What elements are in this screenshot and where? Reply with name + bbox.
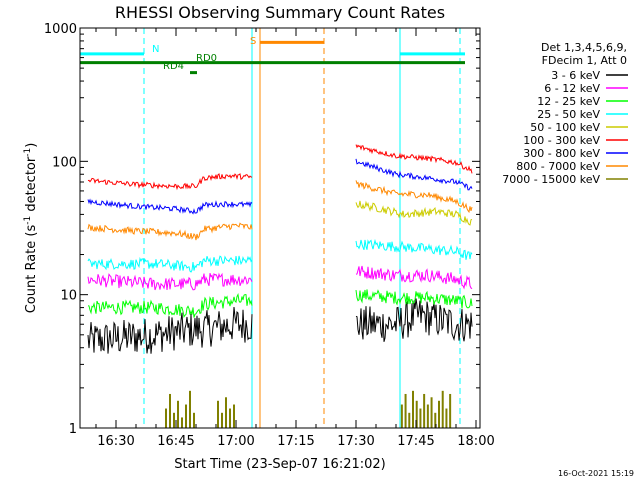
series-line-0-seg-1 [355, 298, 473, 342]
x-tick-label: 17:00 [217, 434, 254, 449]
series-line-0-seg-0 [87, 306, 253, 354]
x-tick-label: 17:45 [397, 434, 434, 449]
legend-label: 50 - 100 keV [530, 121, 600, 134]
y-label-mid: detector [24, 156, 39, 216]
n-marker-label: N [152, 44, 159, 55]
legend-label: 300 - 800 keV [523, 147, 600, 160]
legend-label: 12 - 25 keV [537, 95, 600, 108]
legend-label: 25 - 50 keV [537, 108, 600, 121]
y-label-sup2: -1 [23, 148, 33, 157]
series-line-3-seg-0 [87, 255, 253, 273]
legend-header-line1: Det 1,3,4,5,6,9, [541, 41, 627, 54]
y-label-main: Count Rate (s [24, 225, 39, 314]
x-tick-label: 17:30 [337, 434, 374, 449]
y-tick-label: 10 [60, 289, 77, 304]
chart-title: RHESSI Observing Summary Count Rates [115, 3, 445, 22]
legend-label: 100 - 300 keV [523, 134, 600, 147]
x-axis-label: Start Time (23-Sep-07 16:21:02) [174, 457, 385, 472]
series-line-3-seg-1 [355, 238, 473, 260]
series-layer [87, 144, 473, 428]
y-tick-label: 100 [52, 155, 77, 170]
axis-layer: 16:30 16:45 17:00 17:15 17:30 17:45 18:00 1 10 10… [44, 22, 495, 449]
series-line-5-seg-0 [87, 173, 253, 191]
y-label-end: ) [24, 143, 39, 148]
series-line-7-seg-0 [87, 222, 253, 241]
series-line-6-seg-0 [87, 198, 253, 215]
x-tick-label: 16:30 [97, 434, 134, 449]
series-line-1-seg-1 [355, 265, 473, 290]
y-tick-label: 1000 [44, 22, 77, 37]
legend: Det 1,3,4,5,6,9, FDecim 1, Att 0 3 - 6 k… [502, 41, 628, 186]
legend-label: 7000 - 15000 keV [502, 173, 600, 186]
y-label-sup1: -1 [23, 216, 33, 225]
s-marker-label: S [250, 36, 256, 47]
rd4-marker-label: RD4 [163, 61, 184, 72]
legend-label: 3 - 6 keV [551, 69, 600, 82]
series-line-1-seg-0 [87, 272, 253, 291]
rd0-marker-label: RD0 [196, 53, 217, 64]
series-line-7-seg-1 [355, 180, 473, 214]
markers-layer: N S RD4 RD0 [79, 28, 481, 428]
timestamp: 16-Oct-2021 15:19 [558, 469, 634, 478]
series-line-2-seg-1 [355, 289, 473, 309]
y-tick-label: 1 [69, 422, 77, 437]
legend-label: 800 - 7000 keV [516, 160, 600, 173]
x-tick-label: 18:00 [457, 434, 494, 449]
plot-frame [79, 27, 481, 429]
legend-label: 6 - 12 keV [544, 82, 600, 95]
series-line-2-seg-0 [87, 293, 253, 319]
series-line-6-seg-1 [355, 158, 473, 191]
x-tick-label: 17:15 [277, 434, 314, 449]
x-tick-label: 16:45 [157, 434, 194, 449]
series-line-4-seg-0 [355, 200, 473, 226]
legend-header-line2: FDecim 1, Att 0 [542, 54, 627, 67]
series-line-5-seg-1 [355, 144, 473, 174]
y-axis-label: Count Rate (s-1 detector-1) [23, 143, 39, 314]
